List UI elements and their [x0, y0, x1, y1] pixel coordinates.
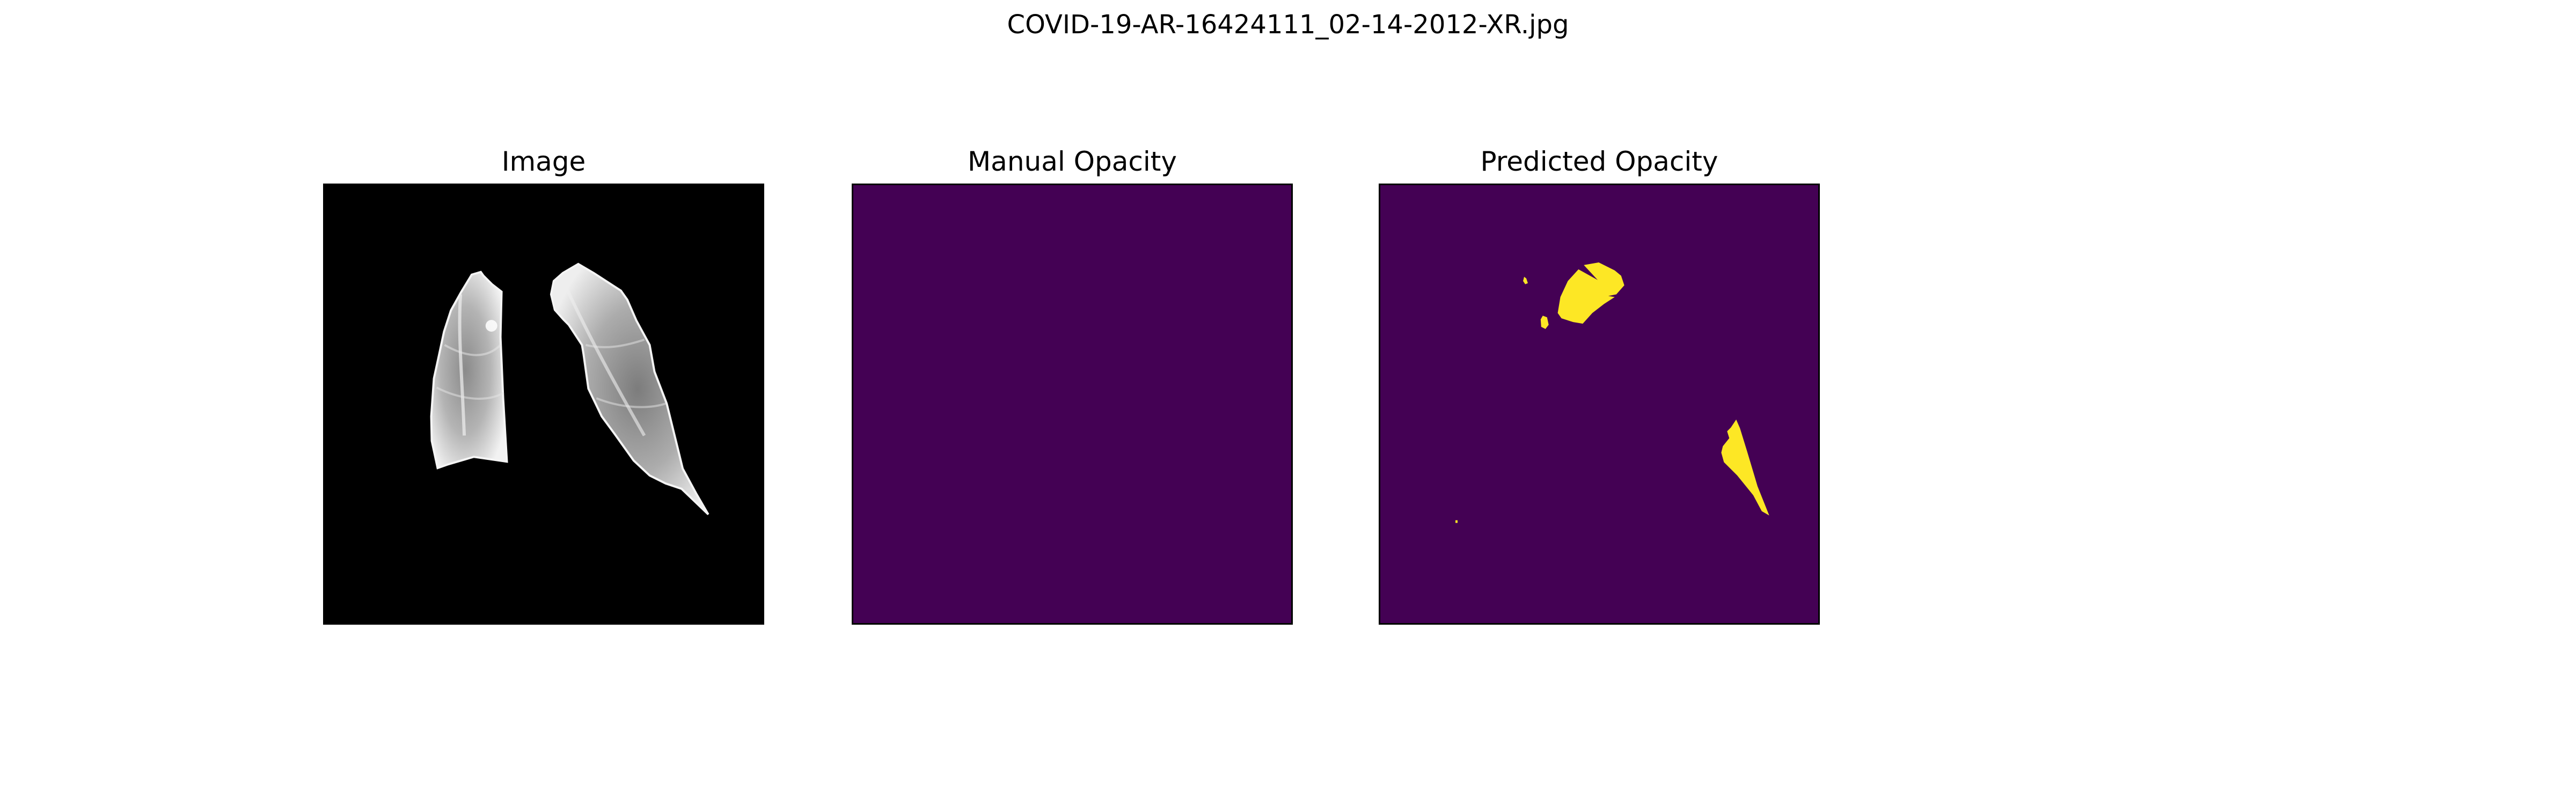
opacity-region-small-2	[1540, 316, 1549, 330]
panel-image: Image	[323, 145, 764, 625]
right-lung-shape	[430, 270, 508, 470]
panel-title-predicted-opacity: Predicted Opacity	[1480, 146, 1718, 177]
figure-title: COVID-19-AR-16424111_02-14-2012-XR.jpg	[1007, 10, 1569, 40]
manual-opacity-mask	[852, 184, 1293, 625]
panel-title-image: Image	[501, 146, 586, 177]
opacity-region-dot	[1455, 520, 1458, 523]
opacity-region-elongated	[1721, 419, 1769, 516]
opacity-region-large	[1557, 262, 1624, 324]
opacity-region-small-1	[1523, 276, 1528, 284]
xray-image	[323, 184, 764, 625]
left-lung-shape	[550, 262, 709, 515]
panel-title-manual-opacity: Manual Opacity	[968, 146, 1177, 177]
panel-predicted-opacity: Predicted Opacity	[1379, 145, 1820, 625]
predicted-opacity-mask	[1379, 184, 1820, 625]
panel-manual-opacity: Manual Opacity	[852, 145, 1293, 625]
